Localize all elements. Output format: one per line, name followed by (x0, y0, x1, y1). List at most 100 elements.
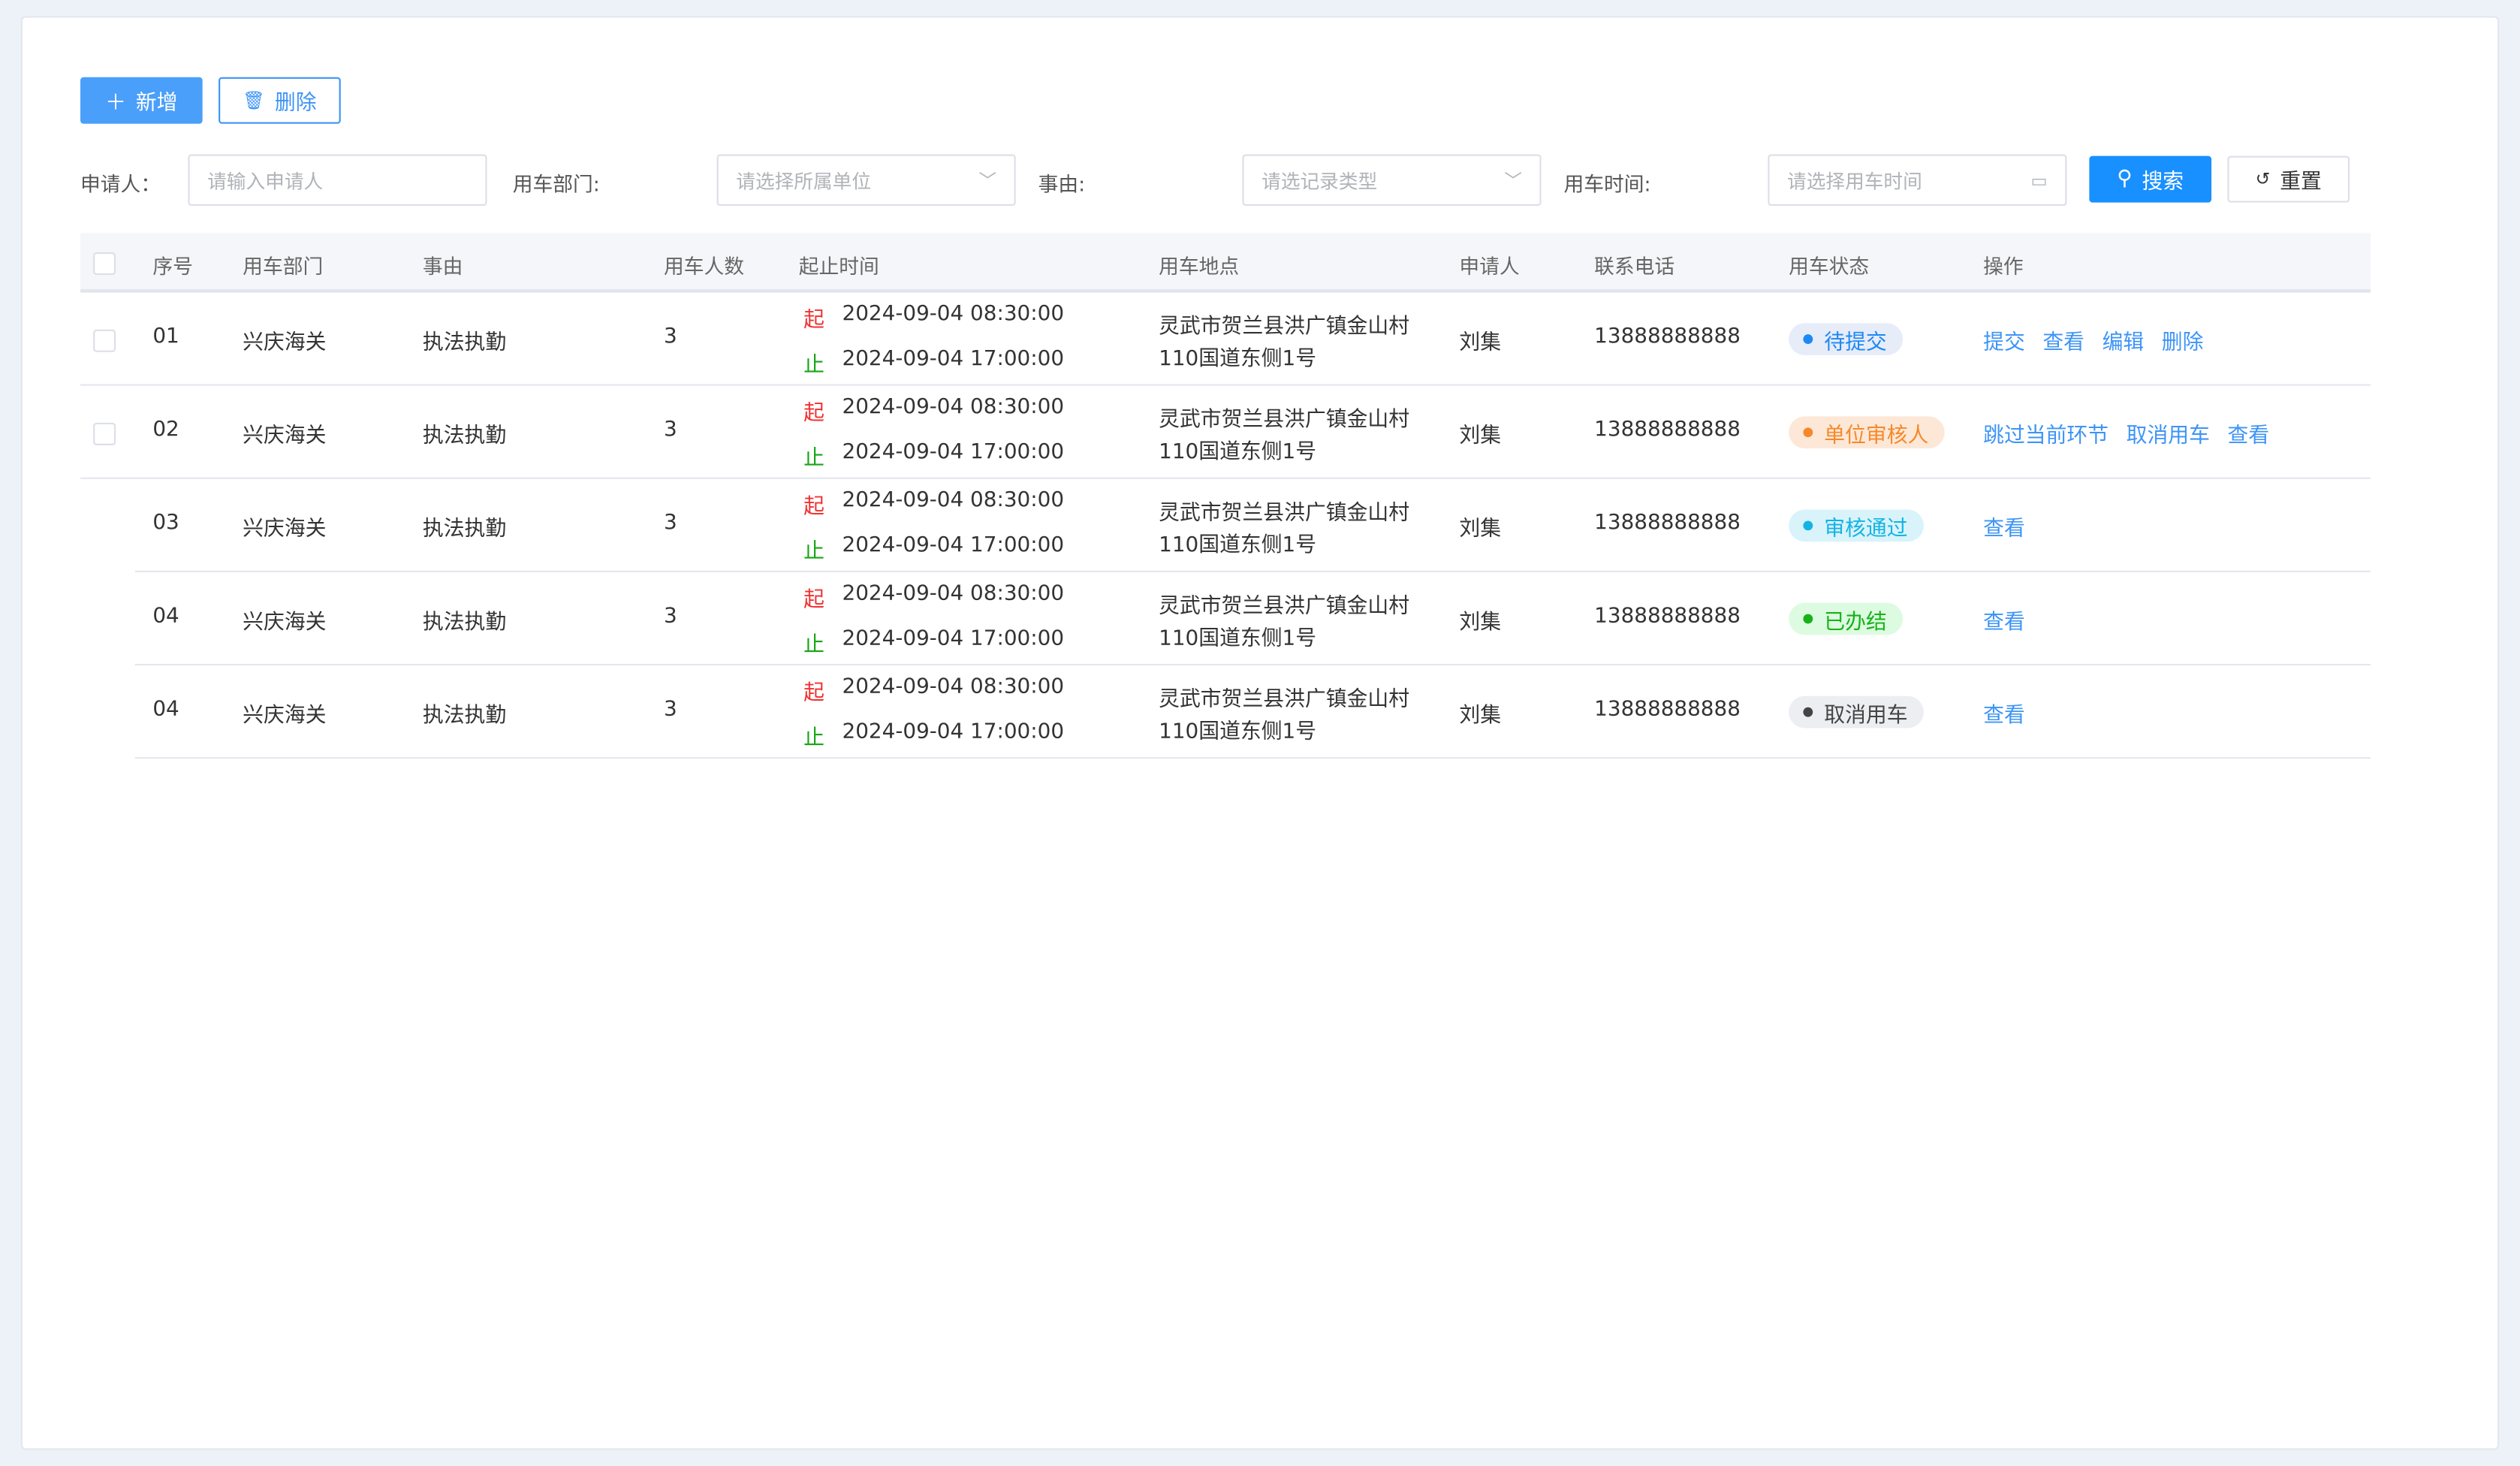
place-line1: 灵武市贺兰县洪广镇金山村 (1159, 408, 1410, 433)
row-reason: 执法执勤 (422, 704, 507, 728)
delete-label: 删除 (274, 91, 317, 116)
start-time: 2024-09-04 08:30:00 (842, 581, 1065, 606)
row-actions: 提交 查看 编辑 删除 (1983, 324, 2221, 355)
dept-placeholder: 请选择所属单位 (736, 169, 872, 192)
row-dept: 兴庆海关 (243, 330, 327, 356)
place-line1: 灵武市贺兰县洪广镇金山村 (1159, 315, 1410, 339)
chevron-down-icon: ﹀ (978, 170, 996, 192)
trash-icon: 🗑 (243, 89, 266, 111)
add-button[interactable]: ＋ 新增 (80, 77, 203, 124)
row-phone: 13888888888 (1594, 418, 1741, 442)
applicant-input[interactable]: 请输入申请人 (188, 154, 487, 206)
table-row: 04 兴庆海关 执法执勤 3 起 2024-09-04 08:30:00 止 2024-09-… (134, 571, 2371, 666)
search-button[interactable]: ⚲ 搜索 (2089, 155, 2212, 203)
action-link[interactable]: 跳过当前环节 (1983, 424, 2109, 449)
row-count: 3 (663, 604, 677, 629)
end-time: 2024-09-04 17:00:00 (842, 626, 1065, 651)
action-link[interactable]: 查看 (2227, 424, 2270, 449)
plus-icon: ＋ (105, 91, 127, 116)
row-count: 3 (663, 418, 677, 442)
status-label: 取消用车 (1824, 703, 1908, 728)
start-time: 2024-09-04 08:30:00 (842, 488, 1065, 513)
action-link[interactable]: 取消用车 (2126, 424, 2210, 449)
row-actions: 查看 (1983, 698, 2042, 728)
place-line2: 110国道东侧1号 (1159, 440, 1317, 465)
main-card: ＋ 新增 🗑 删除 申请人： 请输入申请人 用车部门: 请选择所属单位 ﹀ 事由: 请… (20, 16, 2500, 1450)
place-line1: 灵武市贺兰县洪广镇金山村 (1159, 501, 1410, 526)
header-reason: 事由 (422, 254, 463, 279)
table-row: 04 兴庆海关 执法执勤 3 起 2024-09-04 08:30:00 止 2024-09-… (134, 664, 2371, 759)
action-link[interactable]: 删除 (2161, 330, 2204, 356)
reason-select[interactable]: 请选记录类型 ﹀ (1242, 154, 1542, 206)
row-applicant: 刘集 (1459, 330, 1502, 356)
row-actions: 查看 (1983, 511, 2042, 542)
row-reason: 执法执勤 (422, 330, 507, 356)
reason-label: 事由: (1038, 172, 1086, 197)
dept-select[interactable]: 请选择所属单位 ﹀ (716, 154, 1016, 206)
add-label: 新增 (135, 91, 178, 116)
action-link[interactable]: 查看 (1983, 704, 2025, 728)
reset-label: 重置 (2280, 170, 2322, 195)
row-count: 3 (663, 697, 677, 722)
header-actions: 操作 (1983, 254, 2024, 279)
row-applicant: 刘集 (1459, 424, 1502, 449)
row-actions: 查看 (1983, 605, 2042, 635)
applicant-placeholder: 请输入申请人 (207, 169, 324, 192)
search-icon: ⚲ (2117, 167, 2133, 192)
end-mark: 止 (803, 447, 825, 472)
status-badge: 审核通过 (1789, 509, 1924, 542)
row-actions: 跳过当前环节 取消用车 查看 (1983, 418, 2287, 448)
row-reason: 执法执勤 (422, 424, 507, 449)
status-dot-icon (1803, 427, 1813, 438)
place-line2: 110国道东侧1号 (1159, 533, 1317, 558)
status-label: 待提交 (1824, 330, 1887, 354)
header-phone: 联系电话 (1594, 254, 1675, 279)
row-dept: 兴庆海关 (243, 424, 327, 449)
reset-button[interactable]: ↺ 重置 (2227, 155, 2350, 203)
table-row: 03 兴庆海关 执法执勤 3 起 2024-09-04 08:30:00 止 2024-09-… (134, 478, 2371, 572)
status-dot-icon (1803, 614, 1813, 624)
status-label: 已办结 (1824, 610, 1887, 635)
applicant-label: 申请人： (80, 172, 161, 197)
header-dept: 用车部门 (243, 254, 324, 279)
row-reason: 执法执勤 (422, 517, 507, 542)
row-checkbox[interactable] (93, 422, 116, 445)
row-no: 02 (152, 418, 179, 442)
start-mark: 起 (803, 681, 825, 706)
action-link[interactable]: 编辑 (2102, 330, 2145, 356)
row-no: 04 (152, 697, 179, 722)
header-no: 序号 (152, 254, 193, 279)
action-link[interactable]: 查看 (2042, 330, 2085, 356)
place-line2: 110国道东侧1号 (1159, 626, 1317, 651)
place-line2: 110国道东侧1号 (1159, 719, 1317, 744)
status-badge: 取消用车 (1789, 695, 1924, 728)
end-mark: 止 (803, 726, 825, 751)
row-count: 3 (663, 511, 677, 535)
table-row: 02 兴庆海关 执法执勤 3 起 2024-09-04 08:30:00 止 2024-09-… (80, 385, 2371, 479)
select-all-checkbox[interactable] (93, 252, 116, 275)
action-link[interactable]: 查看 (1983, 517, 2025, 542)
header-place: 用车地点 (1159, 254, 1240, 279)
row-phone: 13888888888 (1594, 511, 1741, 535)
dept-label: 用车部门: (512, 172, 600, 197)
row-dept: 兴庆海关 (243, 704, 327, 728)
end-mark: 止 (803, 540, 825, 565)
place-line1: 灵武市贺兰县洪广镇金山村 (1159, 688, 1410, 713)
delete-button[interactable]: 🗑 删除 (219, 77, 341, 124)
start-time: 2024-09-04 08:30:00 (842, 395, 1065, 420)
action-link[interactable]: 查看 (1983, 611, 2025, 635)
action-link[interactable]: 提交 (1983, 330, 2025, 356)
end-time: 2024-09-04 17:00:00 (842, 440, 1065, 465)
table-header: 序号 用车部门 事由 用车人数 起止时间 用车地点 申请人 联系电话 用车状态 … (80, 233, 2371, 293)
time-label: 用车时间: (1563, 172, 1651, 197)
end-time: 2024-09-04 17:00:00 (842, 533, 1065, 558)
header-status: 用车状态 (1789, 254, 1870, 279)
status-dot-icon (1803, 334, 1813, 345)
row-checkbox[interactable] (93, 329, 116, 352)
time-picker[interactable]: 请选择用车时间 ▭ (1768, 154, 2067, 206)
calendar-icon: ▭ (2030, 169, 2048, 191)
row-phone: 13888888888 (1594, 324, 1741, 349)
time-placeholder: 请选择用车时间 (1787, 169, 1922, 192)
place-line2: 110国道东侧1号 (1159, 347, 1317, 372)
row-applicant: 刘集 (1459, 611, 1502, 635)
